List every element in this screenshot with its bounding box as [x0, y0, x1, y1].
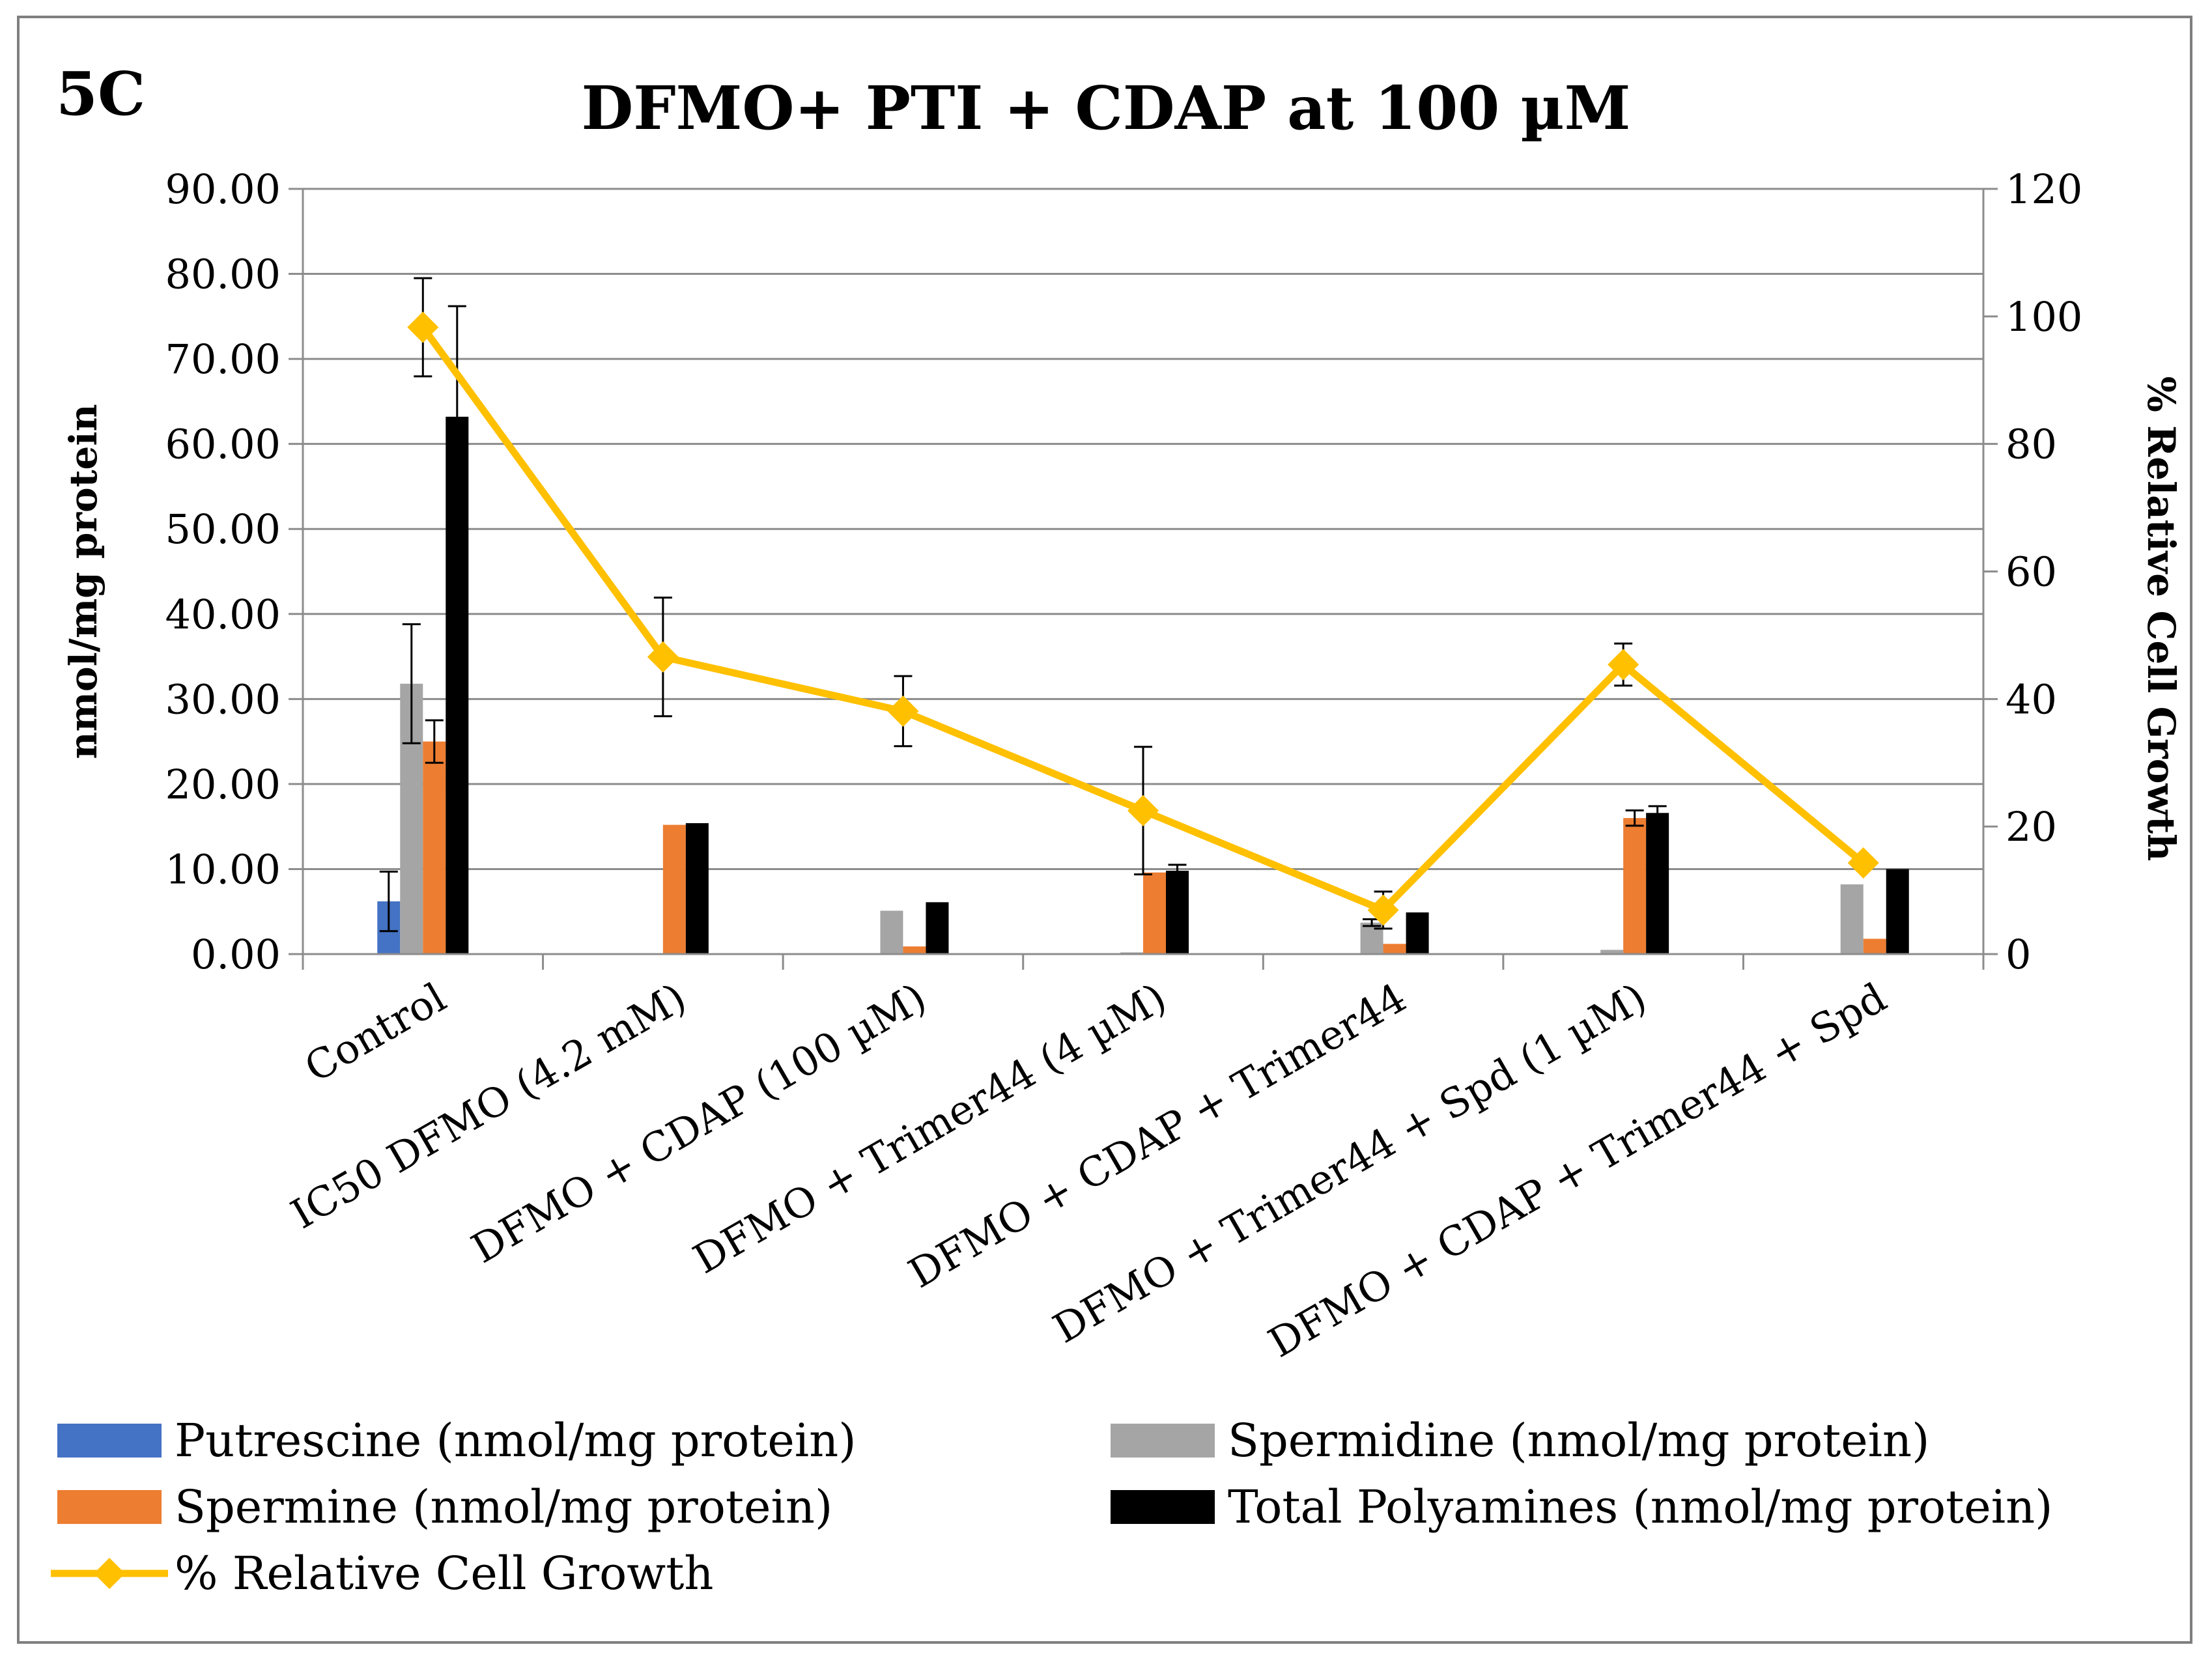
bar — [1600, 950, 1624, 954]
growth-marker — [887, 695, 919, 727]
legend-label: % Relative Cell Growth — [175, 1547, 713, 1600]
growth-marker — [1127, 795, 1159, 826]
legend-label: Spermine (nmol/mg protein) — [175, 1480, 832, 1534]
growth-line-group — [407, 311, 1879, 926]
panel-label: 5C — [56, 59, 145, 129]
error-bars-group — [379, 277, 1667, 933]
y2-tick-label: 20 — [2006, 803, 2057, 851]
y-tick-label: 20.00 — [165, 761, 281, 808]
bar — [1886, 869, 1909, 954]
bars-group — [377, 416, 1909, 954]
growth-marker — [647, 641, 679, 673]
y-axis-title: nmol/mg protein — [61, 404, 106, 759]
y2-tick-label: 100 — [2006, 293, 2082, 341]
bar — [1406, 912, 1429, 954]
legend: Putrescine (nmol/mg protein) Spermidine (… — [51, 1414, 2053, 1600]
y-tick-label: 10.00 — [165, 845, 281, 893]
growth-marker — [1847, 847, 1879, 879]
growth-marker — [1608, 649, 1639, 681]
bar — [1646, 813, 1669, 954]
bar — [662, 824, 686, 954]
y2-tick-label: 80 — [2006, 421, 2057, 468]
x-category-label: DFMO + Trimer44 (4 µM) — [685, 974, 1174, 1283]
y-tick-label: 0.00 — [191, 931, 281, 978]
bar — [1166, 871, 1189, 954]
chart-title: DFMO+ PTI + CDAP at 100 µM — [582, 73, 1631, 143]
y-tick-label: 80.00 — [165, 251, 281, 298]
gridlines — [303, 188, 1983, 870]
legend-swatch — [57, 1490, 162, 1524]
bar — [1863, 938, 1886, 954]
legend-swatch — [1111, 1490, 1215, 1524]
bar — [423, 741, 446, 954]
growth-marker — [407, 311, 439, 343]
legend-label: Spermidine (nmol/mg protein) — [1228, 1414, 1929, 1467]
y-tick-label: 60.00 — [165, 421, 281, 468]
y2-axis-title: % Relative Cell Growth — [2139, 376, 2183, 862]
bar — [685, 823, 709, 954]
bar — [1383, 944, 1406, 954]
y-tick-label: 70.00 — [165, 335, 281, 383]
bar — [926, 902, 949, 954]
legend-swatch — [1111, 1424, 1215, 1458]
legend-label: Total Polyamines (nmol/mg protein) — [1228, 1480, 2053, 1534]
growth-marker — [1367, 894, 1399, 926]
bar — [1143, 872, 1166, 954]
y-tick-label: 90.00 — [165, 165, 281, 213]
x-category-label: DFMO + CDAP (100 µM) — [464, 974, 934, 1273]
y2-tick-label: 0 — [2006, 931, 2031, 978]
y2-tick-label: 40 — [2006, 675, 2057, 723]
y2-tick-label: 120 — [2006, 165, 2082, 213]
bar — [880, 910, 903, 954]
bar — [1360, 922, 1383, 954]
y-tick-label: 40.00 — [165, 591, 281, 638]
x-category-label: Control — [297, 974, 454, 1092]
bar — [1623, 818, 1647, 954]
x-category-label: IC50 DFMO (4.2 mM) — [283, 974, 694, 1238]
y2-tick-label: 60 — [2006, 548, 2057, 596]
y-tick-label: 50.00 — [165, 505, 281, 553]
legend-label: Putrescine (nmol/mg protein) — [175, 1414, 857, 1467]
figure-frame — [17, 16, 2192, 1644]
legend-swatch — [57, 1424, 162, 1458]
bar — [1840, 884, 1864, 954]
bar — [903, 946, 926, 954]
legend-swatch-marker — [94, 1558, 125, 1589]
y-tick-label: 30.00 — [165, 675, 281, 723]
